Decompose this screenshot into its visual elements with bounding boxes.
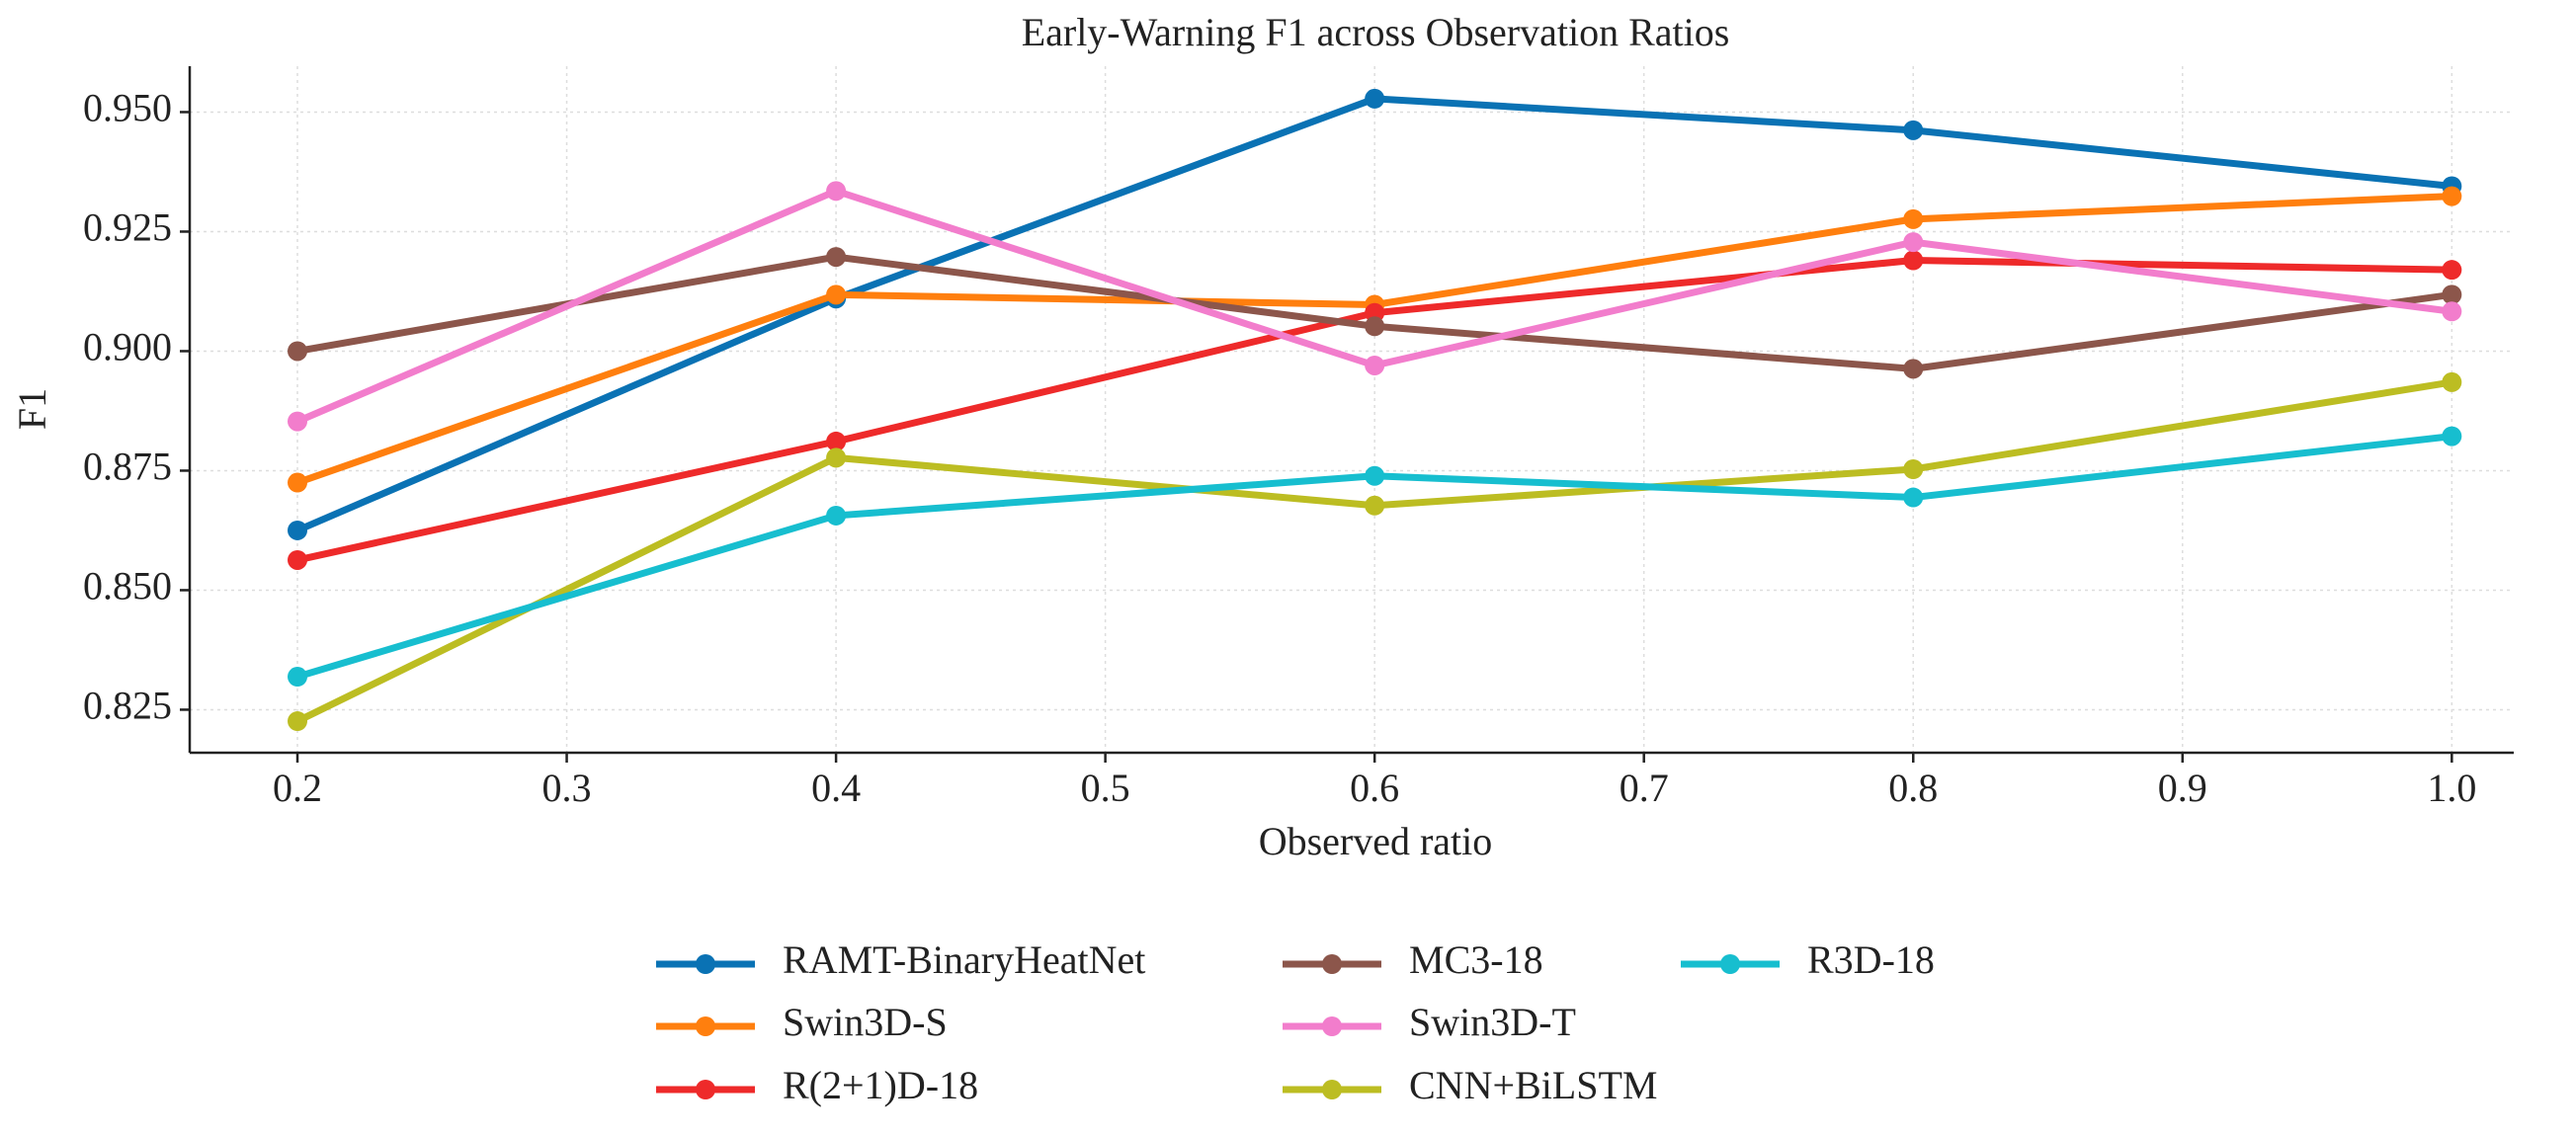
data-point xyxy=(1903,120,1924,140)
data-point xyxy=(288,549,308,570)
x-tick-label: 1.0 xyxy=(2427,766,2476,810)
data-point xyxy=(1365,495,1385,516)
legend-label: R3D-18 xyxy=(1807,937,1935,982)
data-point xyxy=(288,411,308,432)
legend-label: CNN+BiLSTM xyxy=(1409,1063,1657,1107)
legend-marker xyxy=(1322,1016,1342,1036)
data-point xyxy=(826,431,847,451)
data-point xyxy=(288,472,308,493)
data-point xyxy=(2442,284,2462,305)
legend-marker xyxy=(1720,954,1740,974)
data-point xyxy=(2442,186,2462,206)
data-point xyxy=(1903,232,1924,253)
data-point xyxy=(288,341,308,362)
y-tick-label: 0.850 xyxy=(83,564,172,609)
legend-label: R(2+1)D-18 xyxy=(783,1063,978,1107)
data-point xyxy=(826,447,847,468)
y-axis-label: F1 xyxy=(10,388,54,430)
x-tick-label: 0.6 xyxy=(1350,766,1399,810)
legend-marker xyxy=(696,1016,715,1036)
data-point xyxy=(2442,371,2462,392)
y-tick-label: 0.950 xyxy=(83,86,172,130)
chart-title: Early-Warning F1 across Observation Rati… xyxy=(1022,10,1730,54)
data-point xyxy=(1365,88,1385,109)
x-tick-label: 0.2 xyxy=(273,766,322,810)
x-tick-label: 0.5 xyxy=(1081,766,1130,810)
data-point xyxy=(1903,359,1924,379)
y-tick-label: 0.900 xyxy=(83,325,172,369)
data-point xyxy=(288,520,308,540)
y-tick-label: 0.925 xyxy=(83,205,172,250)
x-tick-label: 0.9 xyxy=(2158,766,2207,810)
x-axis-label: Observed ratio xyxy=(1259,819,1493,863)
data-point xyxy=(826,284,847,305)
x-tick-label: 0.8 xyxy=(1888,766,1938,810)
legend-label: RAMT-BinaryHeatNet xyxy=(783,937,1145,982)
data-point xyxy=(1903,458,1924,479)
data-point xyxy=(826,181,847,202)
legend-marker xyxy=(1322,1080,1342,1099)
legend-marker xyxy=(696,1080,715,1099)
data-point xyxy=(288,711,308,732)
legend-marker xyxy=(696,954,715,974)
y-tick-label: 0.825 xyxy=(83,684,172,728)
data-point xyxy=(1365,355,1385,375)
data-point xyxy=(2442,260,2462,281)
x-tick-label: 0.7 xyxy=(1620,766,1669,810)
legend-label: Swin3D-S xyxy=(783,1000,948,1044)
y-tick-label: 0.875 xyxy=(83,445,172,489)
legend-label: Swin3D-T xyxy=(1409,1000,1576,1044)
data-point xyxy=(1903,250,1924,271)
data-point xyxy=(1365,316,1385,337)
data-point xyxy=(1365,465,1385,486)
legend-marker xyxy=(1322,954,1342,974)
data-point xyxy=(288,667,308,688)
data-point xyxy=(826,247,847,268)
data-point xyxy=(826,505,847,526)
data-point xyxy=(1903,208,1924,229)
data-point xyxy=(2442,301,2462,322)
x-tick-label: 0.4 xyxy=(811,766,861,810)
x-tick-label: 0.3 xyxy=(542,766,592,810)
data-point xyxy=(1903,487,1924,508)
data-point xyxy=(2442,426,2462,446)
legend-label: MC3-18 xyxy=(1409,937,1543,982)
